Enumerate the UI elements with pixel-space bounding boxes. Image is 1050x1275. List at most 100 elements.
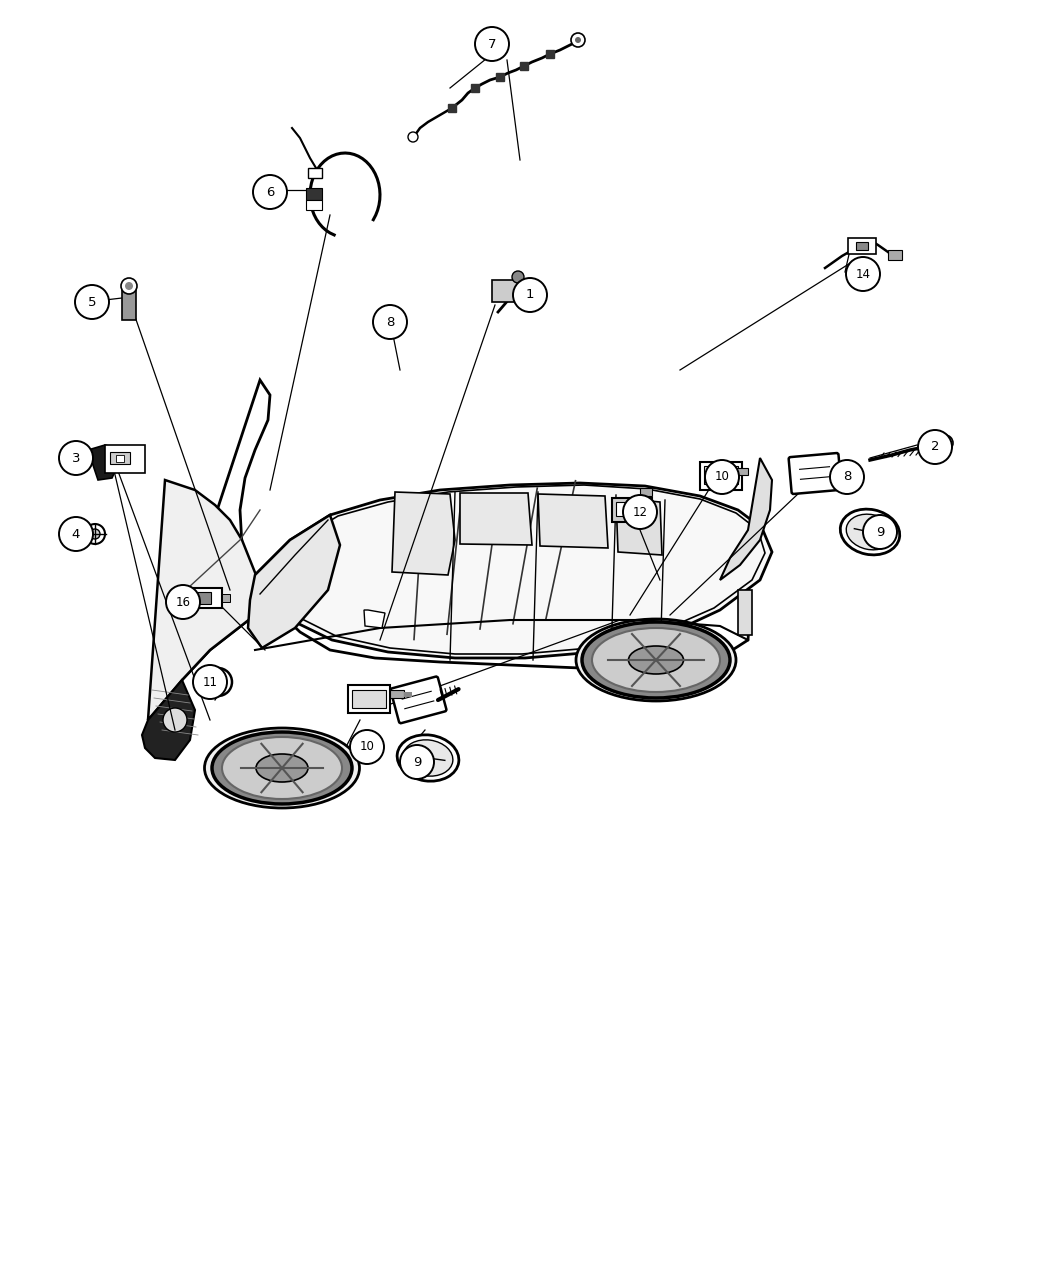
Circle shape [253,175,287,209]
Text: 10: 10 [359,741,375,754]
FancyBboxPatch shape [391,677,446,723]
Circle shape [918,430,952,464]
Circle shape [121,278,136,295]
Ellipse shape [222,737,342,799]
Ellipse shape [846,514,894,550]
Bar [520,62,528,70]
Ellipse shape [582,622,730,697]
Circle shape [705,460,739,493]
Circle shape [59,441,93,476]
Text: 3: 3 [71,451,80,464]
Text: 6: 6 [266,185,274,199]
Text: 2: 2 [930,440,940,454]
Circle shape [163,708,187,732]
Circle shape [937,435,953,451]
Bar [197,592,211,604]
Bar [496,73,504,82]
Ellipse shape [576,618,736,701]
Text: 7: 7 [488,37,497,51]
Polygon shape [392,492,455,575]
FancyBboxPatch shape [789,453,841,493]
Circle shape [941,439,949,448]
Text: 1: 1 [526,288,534,301]
Text: 8: 8 [843,470,852,483]
Polygon shape [148,479,262,720]
Bar [222,594,230,602]
Circle shape [75,286,109,319]
Circle shape [90,529,100,539]
Bar [856,242,868,250]
Bar [352,690,386,708]
Ellipse shape [212,732,352,805]
Circle shape [513,278,547,312]
Bar [700,462,742,490]
Bar [448,105,456,112]
Circle shape [863,515,897,550]
Bar [640,488,652,496]
Polygon shape [616,499,662,555]
Bar [612,499,652,521]
Bar [736,468,748,476]
Circle shape [475,27,509,61]
Ellipse shape [397,734,459,782]
Ellipse shape [629,646,684,674]
Polygon shape [142,680,195,760]
Bar [348,685,390,713]
Ellipse shape [840,509,900,555]
Polygon shape [248,515,340,648]
Polygon shape [148,380,750,720]
Circle shape [512,272,524,283]
Text: 9: 9 [413,756,421,769]
Circle shape [125,282,133,289]
Bar [390,690,404,697]
Circle shape [373,305,407,339]
Text: 16: 16 [175,595,190,608]
Polygon shape [460,493,532,544]
Polygon shape [88,445,118,479]
Bar [105,445,145,473]
Bar [616,502,634,516]
Bar [308,168,322,179]
Bar [192,588,222,608]
Circle shape [408,133,418,142]
Circle shape [830,460,864,493]
Circle shape [85,524,105,544]
Text: 10: 10 [715,470,730,483]
Bar [122,289,136,320]
Circle shape [350,731,384,764]
Ellipse shape [205,728,359,808]
Circle shape [571,33,585,47]
Polygon shape [538,493,608,548]
Bar [116,455,124,462]
Polygon shape [364,609,385,629]
Ellipse shape [592,629,720,692]
Circle shape [623,495,657,529]
Bar [492,280,520,302]
Text: 5: 5 [88,296,97,309]
Text: 8: 8 [385,315,394,329]
Bar [738,590,752,635]
Text: 11: 11 [203,676,217,688]
Bar [471,84,479,92]
Bar [888,250,902,260]
Circle shape [211,674,225,688]
Circle shape [166,585,200,618]
Text: 9: 9 [876,525,884,538]
Circle shape [846,258,880,291]
Polygon shape [720,458,772,580]
Polygon shape [255,483,772,658]
Bar [306,187,322,200]
Bar [546,50,554,57]
Ellipse shape [256,754,308,782]
Circle shape [193,666,227,699]
Bar [404,692,412,697]
Bar [848,238,876,254]
Text: 14: 14 [856,268,870,280]
Circle shape [204,668,232,696]
Text: 4: 4 [71,528,80,541]
Circle shape [400,745,434,779]
Circle shape [59,516,93,551]
Bar [110,453,130,464]
Bar [704,465,738,484]
Circle shape [575,37,581,43]
